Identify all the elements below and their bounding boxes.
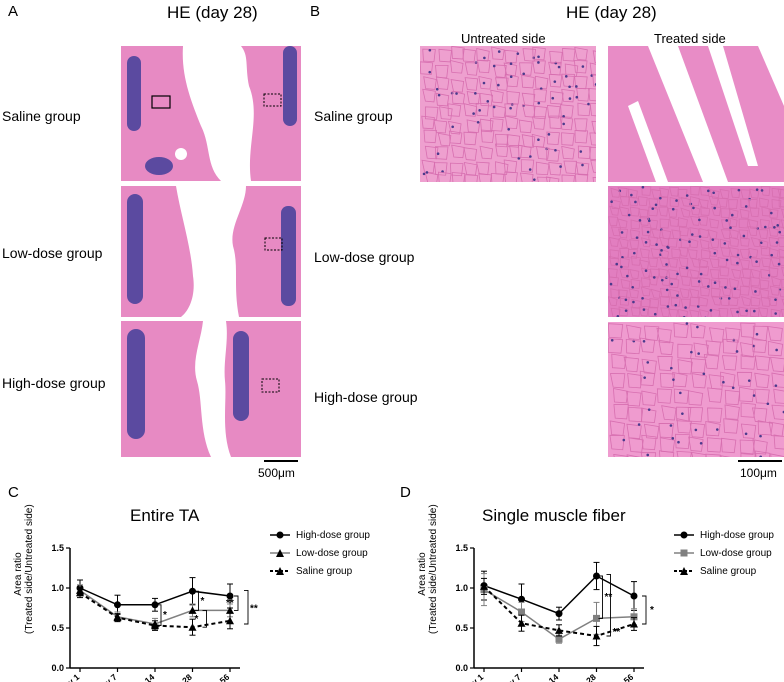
significance-bracket [598, 575, 603, 619]
chart-c-title: Entire TA [130, 506, 200, 525]
chart-d-legend: High-dose group Low-dose group Saline gr… [674, 526, 774, 580]
row-label-high-a: High-dose group [2, 375, 106, 391]
y-tick-label: 0.5 [455, 623, 468, 633]
chart-c-plot: 0.0 0.5 1.0 1.5 day 1 day 7 day 14 day 28 day 56… [51, 543, 258, 682]
row-label-low-a: Low-dose group [2, 245, 103, 261]
significance-label: ** [250, 603, 258, 614]
scale-label-b: 100μm [740, 466, 777, 480]
y-tick-label: 1.5 [51, 543, 64, 553]
legend-d-low: Low-dose group [674, 544, 774, 562]
data-point [114, 601, 121, 609]
row-label-low-b: Low-dose group [314, 249, 415, 265]
data-point [592, 632, 601, 640]
histology-b-saline-untreated [420, 46, 596, 182]
data-point [630, 592, 638, 600]
histology-a-high [121, 321, 301, 457]
significance-bracket [606, 573, 611, 637]
chart-d-title: Single muscle fiber [482, 506, 626, 525]
significance-bracket [642, 595, 647, 625]
x-tick-label: day 7 [500, 672, 523, 682]
significance-label: * [201, 596, 205, 607]
histology-b-low-treated [608, 186, 784, 317]
x-tick-label: day 1 [462, 672, 485, 682]
x-tick-label: day 28 [167, 672, 194, 682]
panel-c-letter: C [8, 484, 19, 501]
y-tick-label: 0.0 [455, 663, 468, 673]
data-point [593, 614, 600, 622]
panel-a-letter: A [8, 3, 19, 20]
data-point [630, 613, 638, 621]
data-point [517, 619, 526, 627]
col-label-treated: Treated side [654, 31, 726, 46]
significance-bracket [234, 595, 239, 611]
series-line-2 [79, 591, 231, 629]
legend-c-low: Low-dose group [270, 544, 370, 562]
scale-bar-a [264, 460, 298, 462]
y-tick-label: 0.0 [51, 663, 64, 673]
x-tick-label: day 1 [58, 672, 81, 682]
legend-d-saline: Saline group [674, 562, 774, 580]
data-point [151, 601, 159, 609]
data-point [226, 606, 234, 614]
y-tick-label: 1.0 [51, 583, 64, 593]
data-point [555, 635, 563, 643]
y-tick-label: 1.5 [455, 543, 468, 553]
row-label-saline-b: Saline group [314, 108, 393, 124]
data-point [226, 592, 234, 600]
data-point [555, 610, 563, 618]
significance-label: ** [226, 598, 234, 609]
data-point [518, 595, 525, 603]
histology-b-high-treated [608, 322, 784, 457]
chart-c-legend: High-dose group Low-dose group Saline gr… [270, 526, 370, 580]
data-point [188, 623, 197, 631]
x-tick-label: day 56 [609, 672, 636, 682]
legend-d-high: High-dose group [674, 526, 774, 544]
significance-bracket [157, 604, 162, 627]
series-line-2 [483, 585, 635, 638]
scale-label-a: 500μm [258, 466, 295, 480]
legend-c-saline: Saline group [270, 562, 370, 580]
panel-a-title: HE (day 28) [167, 3, 258, 22]
panel-d-letter: D [400, 484, 411, 501]
data-point [188, 606, 197, 614]
data-point [76, 588, 84, 597]
data-point [630, 620, 638, 628]
row-label-saline-a: Saline group [2, 108, 81, 124]
significance-label: * [650, 605, 654, 616]
histology-b-saline-treated [608, 46, 784, 182]
scale-bar-b [738, 460, 782, 462]
row-label-high-b: High-dose group [314, 389, 418, 405]
significance-label: ** [613, 627, 621, 638]
y-tick-label: 1.0 [455, 583, 468, 593]
data-point [151, 621, 159, 630]
significance-bracket [244, 589, 249, 625]
data-point [480, 582, 488, 590]
data-point [189, 587, 196, 595]
chart-d-plot: 0.0 0.5 1.0 1.5 day 1 day 7 day 14 day 28 day 56… [455, 543, 654, 682]
significance-label: ** [605, 592, 613, 603]
data-point [593, 572, 600, 580]
significance-label: * [195, 614, 199, 625]
legend-c-high: High-dose group [270, 526, 370, 544]
col-label-untreated: Untreated side [461, 31, 546, 46]
data-point [518, 608, 525, 616]
x-tick-label: day 14 [534, 672, 561, 682]
significance-bracket [194, 590, 199, 611]
data-point [555, 626, 563, 634]
significance-bracket [202, 609, 207, 628]
x-tick-label: day 28 [571, 672, 598, 682]
significance-label: * [163, 610, 167, 621]
x-tick-label: day 56 [205, 672, 232, 682]
x-tick-label: day 14 [130, 672, 157, 682]
x-tick-label: day 7 [96, 672, 119, 682]
panel-b-letter: B [310, 3, 321, 20]
histology-a-saline [121, 46, 301, 181]
data-point [226, 616, 234, 625]
histology-a-low [121, 186, 301, 317]
panel-b-title: HE (day 28) [566, 3, 657, 22]
data-point [113, 613, 122, 622]
y-tick-label: 0.5 [51, 623, 64, 633]
